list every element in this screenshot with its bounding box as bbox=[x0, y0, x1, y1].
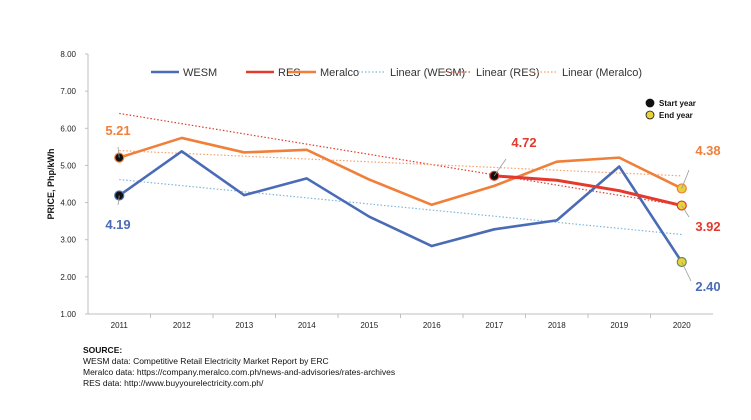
y-tick-label: 6.00 bbox=[60, 124, 76, 133]
data-markers bbox=[114, 152, 687, 268]
y-tick-label: 1.00 bbox=[60, 310, 76, 319]
x-tick-label: 2018 bbox=[548, 321, 566, 330]
callout-leader bbox=[117, 146, 120, 158]
y-tick-label: 5.00 bbox=[60, 161, 76, 170]
trendline-res bbox=[119, 112, 682, 207]
marker-legend-label: End year bbox=[659, 111, 693, 120]
marker-legend-symbol bbox=[645, 98, 655, 108]
y-tick-label: 3.00 bbox=[60, 236, 76, 245]
callout-leader bbox=[493, 158, 507, 177]
x-tick-label: 2014 bbox=[298, 321, 316, 330]
legend: WESMRESMeralcoLinear (WESM)Linear (RES)L… bbox=[151, 67, 642, 79]
callout-leader bbox=[681, 169, 690, 189]
axes: 1.00 2.00 3.00 4.00 5.00 6.00 7.00 8.00 2011 2012… bbox=[60, 50, 713, 330]
source-notes: SOURCE: WESM data: Competitive Retail El… bbox=[83, 345, 395, 389]
source-line-wesm: WESM data: Competitive Retail Electricit… bbox=[83, 356, 329, 366]
callout-leader bbox=[681, 261, 692, 282]
callout-leader bbox=[117, 195, 120, 206]
marker-legend: Start year End year bbox=[645, 98, 696, 120]
data-label: 4.72 bbox=[511, 135, 536, 150]
x-tick-label: 2013 bbox=[235, 321, 253, 330]
data-label: 3.92 bbox=[695, 219, 720, 234]
data-label: 4.38 bbox=[695, 143, 720, 158]
source-title: SOURCE: bbox=[83, 345, 123, 355]
series-line-res bbox=[494, 174, 683, 208]
data-label: 4.19 bbox=[105, 217, 130, 232]
y-tick-label: 4.00 bbox=[60, 199, 76, 208]
x-tick-label: 2015 bbox=[360, 321, 378, 330]
marker-legend-symbol bbox=[645, 110, 655, 120]
x-tick-label: 2020 bbox=[673, 321, 691, 330]
data-label: 2.40 bbox=[695, 279, 720, 294]
series-lines bbox=[118, 136, 683, 263]
trendlines bbox=[119, 112, 682, 236]
legend-entry: Linear (WESM) bbox=[390, 67, 465, 79]
x-tick-label: 2019 bbox=[610, 321, 628, 330]
trendline-meralco bbox=[119, 149, 682, 177]
x-tick-label: 2016 bbox=[423, 321, 441, 330]
series-line-wesm bbox=[118, 150, 683, 263]
x-tick-label: 2017 bbox=[485, 321, 503, 330]
source-line-res: RES data: http://www.buyyourelectricity.… bbox=[83, 378, 264, 388]
y-tick-label: 7.00 bbox=[60, 87, 76, 96]
y-tick-label: 2.00 bbox=[60, 273, 76, 282]
legend-entry: Linear (RES) bbox=[476, 67, 540, 79]
marker-legend-label: Start year bbox=[659, 99, 696, 108]
x-tick-label: 2012 bbox=[173, 321, 191, 330]
callout-leader bbox=[681, 205, 690, 218]
legend-entry: WESM bbox=[183, 67, 217, 79]
data-label: 5.21 bbox=[105, 123, 130, 138]
legend-entry: Linear (Meralco) bbox=[562, 67, 642, 79]
x-tick-label: 2011 bbox=[111, 321, 129, 330]
value-callouts: 5.21 4.19 4.72 4.38 3.92 2.40 bbox=[105, 123, 720, 294]
source-line-meralco: Meralco data: https://company.meralco.co… bbox=[83, 367, 396, 377]
y-tick-label: 8.00 bbox=[60, 50, 76, 59]
legend-entry: Meralco bbox=[320, 67, 359, 79]
series-line-meralco bbox=[118, 136, 683, 207]
y-axis-label: PRICE, Php/kWh bbox=[46, 148, 56, 219]
line-chart: PRICE, Php/kWh 1.00 2.00 3.00 4.00 5.00 6.00 7… bbox=[46, 50, 721, 330]
